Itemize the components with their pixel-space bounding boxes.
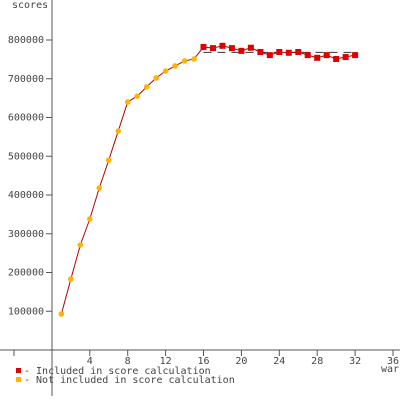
point [105,157,112,163]
point [304,52,311,59]
point [228,45,235,52]
y-tick-label: 700000 [8,74,44,85]
point [162,68,169,74]
point [191,56,197,62]
point [342,54,349,61]
point [257,49,264,56]
x-tick-label: 12 [160,356,172,367]
x-axis-label: wars [381,364,400,375]
point [276,49,283,56]
point [266,52,273,59]
legend-label: - Included in score calculation [24,366,211,377]
y-tick-label: 200000 [8,268,44,279]
y-tick-label: 500000 [8,151,44,162]
y-tick-label: 400000 [8,190,44,201]
x-tick-label: 36 [387,356,399,367]
x-tick-label: 24 [273,356,285,367]
x-tick-label: 16 [197,356,209,367]
legend-swatch [16,377,21,382]
legend: - Included in score calculation- Not inc… [16,366,235,386]
point [314,54,321,61]
x-tick-label: 28 [311,356,323,367]
legend-swatch [16,368,21,373]
legend-label: - Not included in score calculation [24,375,235,386]
y-tick-label: 600000 [8,113,44,124]
point [333,55,340,62]
point [77,242,84,248]
point [200,43,207,50]
x-tick-label: 20 [235,356,247,367]
y-tick-label: 100000 [8,306,44,317]
point [58,311,65,317]
point [134,93,140,99]
point [124,99,131,105]
point [285,49,292,56]
series-line [60,58,195,315]
y-tick-label: 300000 [8,229,44,240]
point [238,47,245,54]
point [181,58,188,64]
point [68,276,74,282]
point [87,216,93,222]
point [153,75,159,81]
point [209,45,216,52]
y-tick-label: 800000 [8,35,44,46]
point [219,42,226,49]
point [115,128,122,134]
point [295,49,302,56]
point [143,84,150,90]
x-tick-label: 4 [87,356,93,367]
point [323,52,330,59]
y-axis-label: scores [12,0,48,11]
point [352,52,359,59]
point [172,63,178,69]
point [96,185,103,191]
x-tick-label: 8 [125,356,131,367]
x-tick-label: 32 [349,356,361,367]
point [247,44,254,51]
